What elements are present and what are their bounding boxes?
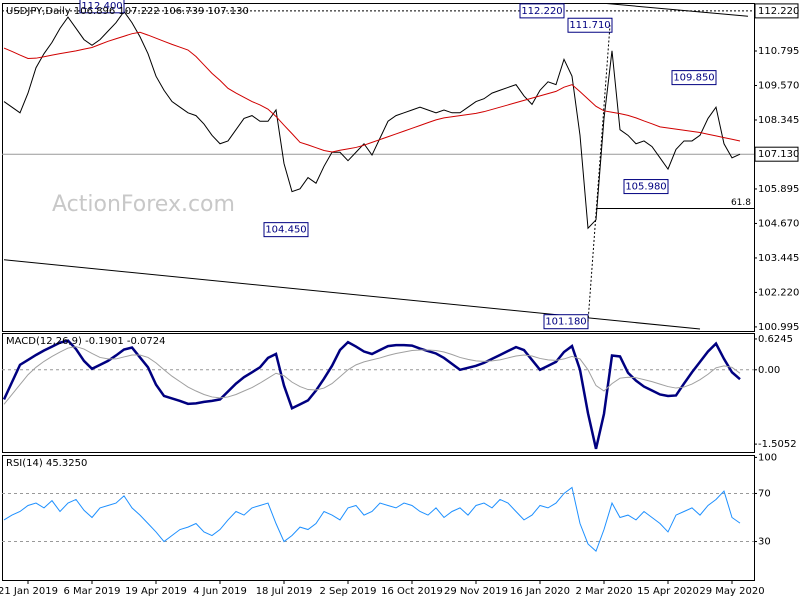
x-tick-label: 16 Oct 2019 — [381, 586, 443, 597]
y-tick-label: 30 — [758, 537, 771, 548]
y-tick-label: 100.995 — [758, 322, 799, 333]
x-tick-label: 2 Sep 2019 — [319, 586, 376, 597]
x-tick-label: 29 May 2020 — [699, 586, 764, 597]
y-tick-label: 105.895 — [758, 184, 799, 195]
annotation-box — [671, 70, 717, 86]
x-tick-label: 4 Jun 2019 — [193, 586, 247, 597]
y-tick-label: 104.670 — [758, 218, 799, 229]
annotation-label: 101.180 — [545, 317, 586, 328]
x-tick-label: 2 Mar 2020 — [575, 586, 632, 597]
annotation-label: 112.220 — [521, 6, 562, 17]
rsi-panel-frame — [2, 455, 755, 581]
x-tick-label: 15 Apr 2020 — [637, 586, 699, 597]
annotation-box — [519, 3, 565, 19]
annotation-label: 105.980 — [625, 182, 666, 193]
x-tick-label: 19 Apr 2019 — [125, 586, 187, 597]
series-line — [3, 346, 741, 405]
price-marker-box — [754, 146, 799, 162]
retracement-line — [587, 25, 611, 322]
panel-title: USDJPY,Daily 106.896 107.222 106.739 107… — [6, 6, 249, 17]
y-tick-label: 108.345 — [758, 115, 799, 126]
y-tick-label: 109.570 — [758, 80, 799, 91]
annotation-label: 111.710 — [569, 20, 610, 31]
price-marker-label: 112.220 — [758, 6, 799, 17]
panel-title: RSI(14) 45.3250 — [6, 458, 87, 469]
annotation-label: 104.450 — [265, 225, 306, 236]
watermark: ActionForex.com — [52, 192, 235, 217]
series-line — [3, 10, 741, 230]
series-line — [3, 31, 741, 153]
y-tick-label: -1.5052 — [758, 439, 797, 450]
y-tick-label: 110.795 — [758, 46, 799, 57]
x-tick-label: 6 Mar 2019 — [63, 586, 120, 597]
y-tick-label: 103.445 — [758, 253, 799, 264]
annotation-label: 112.400 — [81, 1, 122, 12]
x-tick-label: 29 Nov 2019 — [444, 586, 508, 597]
y-tick-label: 70 — [758, 488, 771, 499]
series-line — [3, 486, 741, 553]
annotation-box — [263, 222, 309, 238]
y-tick-label: 0.00 — [758, 365, 780, 376]
trendline — [595, 3, 749, 17]
annotation-box — [79, 0, 125, 14]
x-tick-label: 21 Jan 2019 — [0, 586, 58, 597]
macd-panel-frame — [2, 333, 755, 453]
series-line — [2, 339, 741, 450]
panel-title: MACD(12,26,9) -0.1901 -0.0724 — [6, 336, 166, 347]
annotation-box — [567, 17, 613, 33]
annotation-box — [623, 179, 669, 195]
fib-label: 61.8 — [731, 198, 751, 208]
y-tick-label: 0.6245 — [758, 334, 793, 345]
y-tick-label: 100 — [758, 452, 777, 463]
x-tick-label: 18 Jul 2019 — [256, 586, 313, 597]
annotation-label: 109.850 — [673, 73, 714, 84]
price-marker-box — [754, 3, 799, 19]
price-marker-label: 107.130 — [758, 149, 799, 160]
x-tick-label: 16 Jan 2020 — [510, 586, 570, 597]
price-panel-frame — [2, 3, 755, 332]
y-tick-label: 102.220 — [758, 287, 799, 298]
